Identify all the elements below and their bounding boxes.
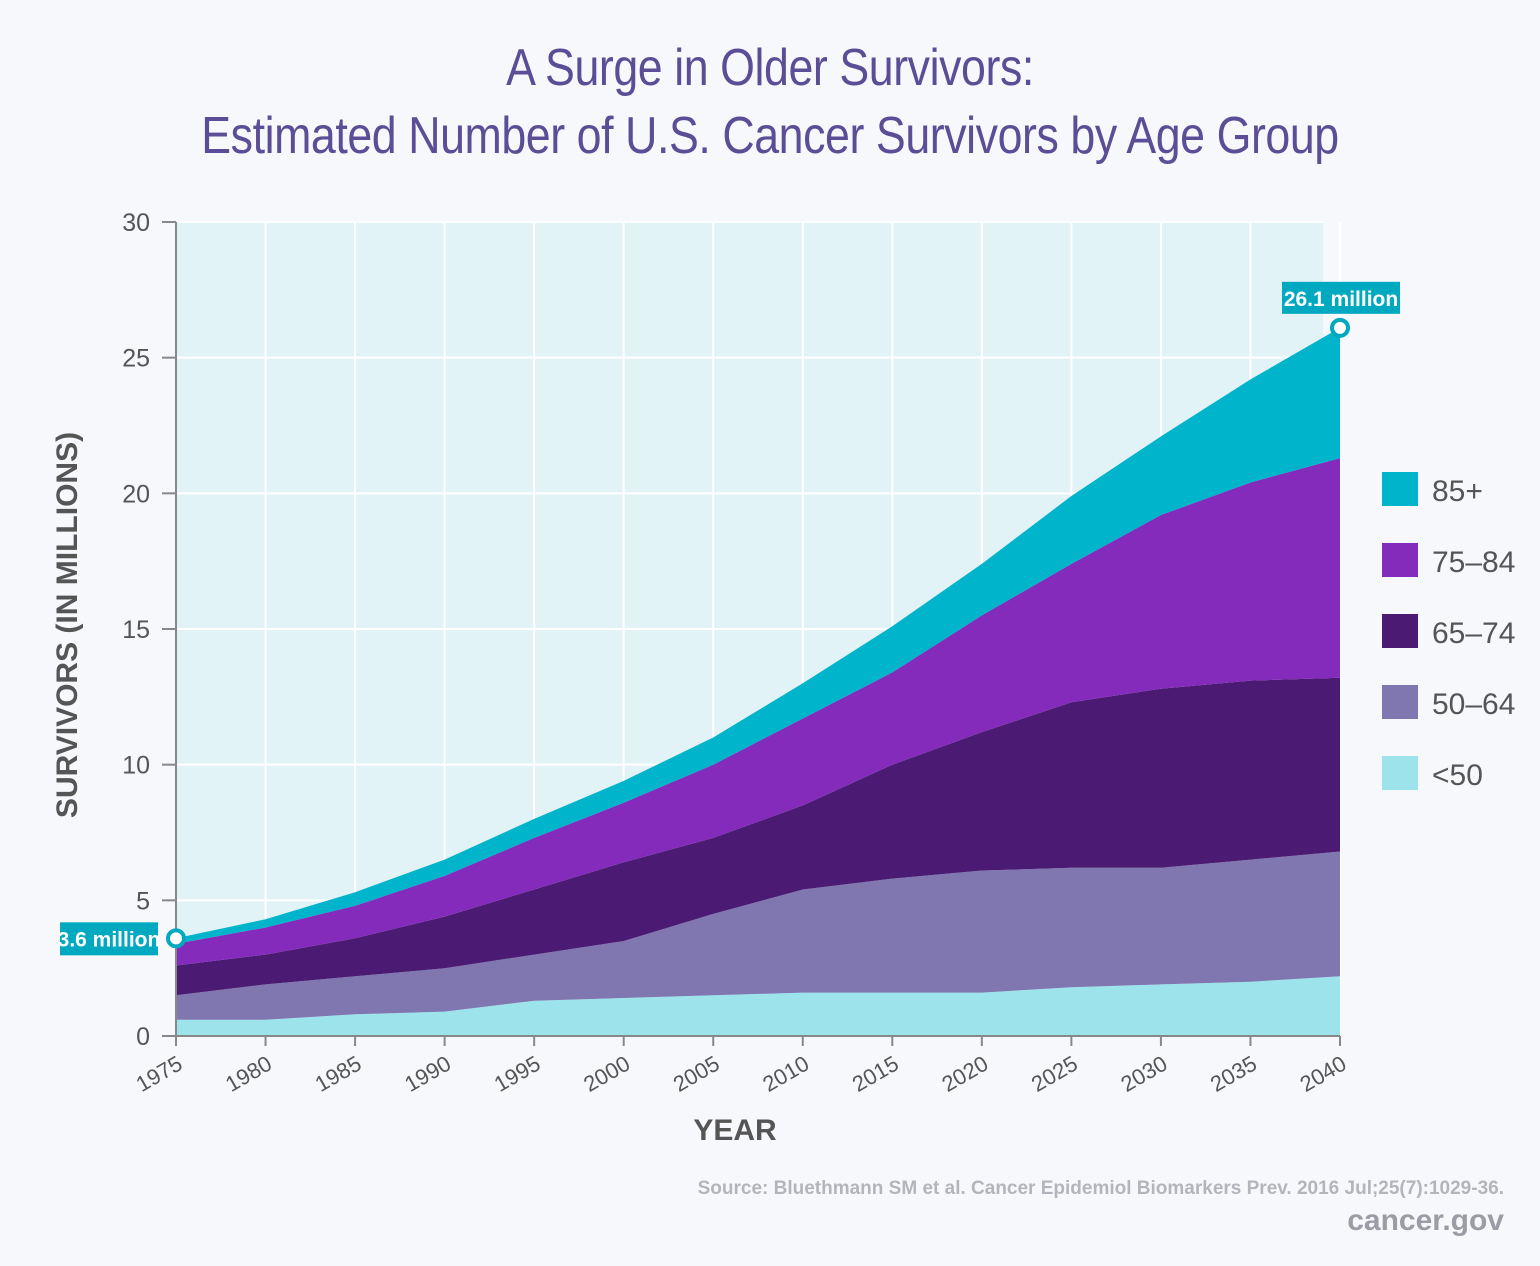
- y-tick-label: 10: [122, 752, 150, 780]
- y-tick-label: 20: [122, 480, 150, 508]
- legend-swatch: [1382, 543, 1418, 577]
- area-series-65-74: [176, 677, 1340, 996]
- x-tick-label: 2035: [1206, 1051, 1261, 1097]
- legend-swatch: [1382, 685, 1418, 719]
- chart-title: A Surge in Older Survivors:: [506, 39, 1034, 97]
- x-tick-label: 1985: [311, 1051, 366, 1097]
- callout-marker-end: [1330, 317, 1350, 338]
- x-tick-label: 2000: [579, 1051, 634, 1097]
- legend-label: 50–64: [1432, 688, 1515, 721]
- chart-subtitle: Estimated Number of U.S. Cancer Survivor…: [201, 107, 1339, 165]
- y-tick-label: 0: [136, 1023, 150, 1051]
- x-tick-label: 2015: [848, 1051, 903, 1097]
- legend-swatch: [1382, 756, 1418, 790]
- x-tick-label: 2020: [937, 1051, 992, 1097]
- legend-label: 75–84: [1432, 546, 1515, 579]
- x-tick-label: 1990: [400, 1051, 455, 1097]
- x-tick-label: 2005: [669, 1051, 724, 1097]
- area-series-under50: [176, 976, 1340, 1036]
- x-axis-title: YEAR: [693, 1114, 777, 1147]
- x-tick-label: 2025: [1027, 1051, 1082, 1097]
- legend-swatch: [1382, 472, 1418, 506]
- x-tick-label: 1980: [221, 1051, 276, 1097]
- source-citation: Source: Bluethmann SM et al. Cancer Epid…: [697, 1178, 1504, 1199]
- legend-label: <50: [1432, 759, 1483, 792]
- y-tick-label: 5: [136, 887, 150, 915]
- legend-label: 85+: [1432, 475, 1483, 508]
- callout-box-start: [60, 922, 158, 956]
- x-tick-label: 1975: [132, 1051, 187, 1097]
- legend-swatch: [1382, 614, 1418, 648]
- y-axis-title: SURVIVORS (IN MILLIONS): [51, 432, 84, 818]
- x-tick-label: 2040: [1296, 1051, 1351, 1097]
- y-tick-label: 30: [122, 209, 150, 237]
- callout-marker-start: [166, 928, 186, 949]
- y-tick-label: 25: [122, 345, 150, 373]
- area-series-75-84: [176, 458, 1340, 966]
- legend-label: 65–74: [1432, 617, 1515, 650]
- callout-label-end: 26.1 million: [1284, 288, 1398, 311]
- x-tick-label: 2030: [1117, 1051, 1172, 1097]
- callout-box-end: [1282, 281, 1400, 314]
- area-series-50-64: [176, 851, 1340, 1020]
- y-tick-label: 15: [122, 616, 150, 644]
- brand-link[interactable]: cancer.gov: [1347, 1204, 1504, 1237]
- callout-label-start: 3.6 million: [58, 928, 161, 951]
- x-tick-label: 1995: [490, 1051, 545, 1097]
- x-tick-label: 2010: [758, 1051, 813, 1097]
